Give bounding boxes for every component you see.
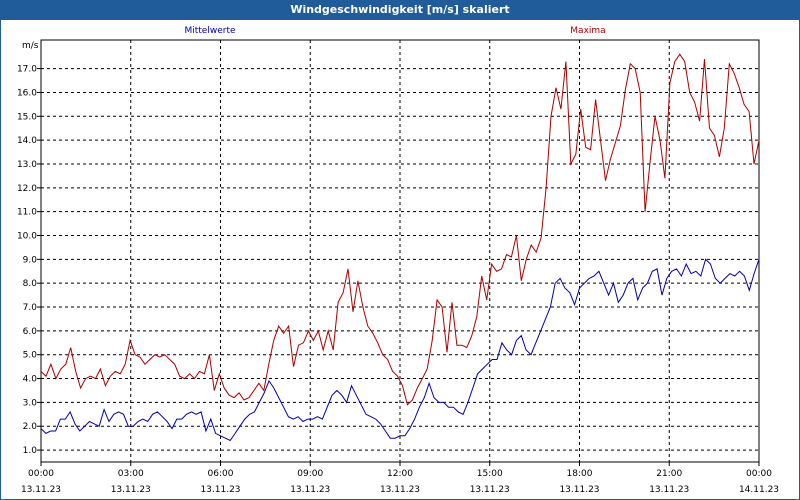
- series-line-mittelwerte: [40, 258, 760, 442]
- y-tick-label: 3.0: [23, 398, 38, 408]
- y-tick-label: 6.0: [23, 327, 38, 337]
- legend-maxima: Maxima: [570, 26, 605, 36]
- x-tick-date: 13.11.23: [470, 485, 510, 495]
- y-tick-label: 10.0: [17, 232, 37, 242]
- chart-title: Windgeschwindigkeit [m/s] skaliert: [0, 0, 800, 20]
- x-axis-ticks: 00:00 13.11.23 03:00 13.11.23 06:00 13.11.23 0…: [21, 462, 779, 495]
- y-tick-label: 4.0: [23, 375, 38, 385]
- legend-mittelwerte: Mittelwerte: [184, 26, 235, 36]
- x-tick-time: 21:00: [656, 469, 682, 479]
- y-tick-label: 17.0: [17, 65, 37, 75]
- y-tick-label: 14.0: [17, 136, 37, 146]
- x-tick-time: 03:00: [118, 469, 144, 479]
- grid-lines: [41, 40, 759, 462]
- y-axis-ticks: 1.0 2.0 3.0 4.0 5.0 6.0 7.0 8.0 9.0 10.0 11.0 12.0 1…: [17, 65, 41, 456]
- y-tick-label: 15.0: [17, 112, 37, 122]
- y-tick-label: 16.0: [17, 88, 37, 98]
- x-tick-date: 13.11.23: [649, 485, 689, 495]
- x-tick-time: 12:00: [387, 469, 413, 479]
- y-tick-label: 5.0: [23, 351, 38, 361]
- x-tick-date: 13.11.23: [21, 485, 61, 495]
- data-series: [40, 53, 760, 442]
- x-tick-time: 18:00: [567, 469, 593, 479]
- x-tick-time: 15:00: [477, 469, 503, 479]
- y-tick-label: 7.0: [23, 303, 38, 313]
- y-tick-label: 11.0: [17, 208, 37, 218]
- y-tick-label: 12.0: [17, 184, 37, 194]
- x-tick-date: 13.11.23: [559, 485, 599, 495]
- y-tick-label: 1.0: [23, 446, 38, 456]
- x-tick-time: 00:00: [28, 469, 54, 479]
- x-tick-time: 00:00: [746, 469, 772, 479]
- x-tick-date: 13.11.23: [111, 485, 151, 495]
- y-tick-label: 2.0: [23, 422, 38, 432]
- y-tick-label: 9.0: [23, 255, 38, 265]
- series-line-maxima: [40, 53, 760, 406]
- x-tick-time: 06:00: [208, 469, 234, 479]
- y-tick-label: 8.0: [23, 279, 38, 289]
- x-tick-date: 14.11.23: [739, 485, 779, 495]
- x-tick-date: 13.11.23: [380, 485, 420, 495]
- x-tick-time: 09:00: [297, 469, 323, 479]
- x-tick-date: 13.11.23: [290, 485, 330, 495]
- x-tick-date: 13.11.23: [200, 485, 240, 495]
- y-tick-label: 13.0: [17, 160, 37, 170]
- y-axis-label: m/s: [22, 41, 39, 51]
